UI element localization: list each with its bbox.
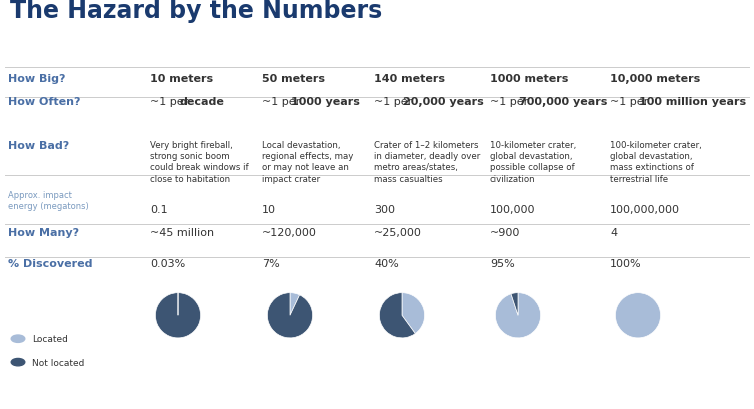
Text: Local devastation,
regional effects, may
or may not leave an
impact crater: Local devastation, regional effects, may… [262, 140, 354, 184]
Text: 10,000 meters: 10,000 meters [610, 74, 700, 84]
Wedge shape [615, 293, 661, 338]
Text: 0.03%: 0.03% [150, 259, 185, 269]
Text: How Often?: How Often? [8, 97, 81, 107]
Text: 100%: 100% [610, 259, 642, 269]
Text: ~1 per: ~1 per [262, 97, 304, 107]
Text: ~1 per: ~1 per [610, 97, 651, 107]
Text: Located: Located [32, 335, 68, 344]
Text: 10-kilometer crater,
global devastation,
possible collapse of
civilization: 10-kilometer crater, global devastation,… [490, 140, 576, 184]
Text: 1000 years: 1000 years [291, 97, 360, 107]
Wedge shape [511, 293, 518, 315]
Text: 0.1: 0.1 [150, 204, 167, 214]
Text: How Big?: How Big? [8, 74, 66, 84]
Text: 50 meters: 50 meters [262, 74, 325, 84]
Text: Approx. impact
energy (megatons): Approx. impact energy (megatons) [8, 191, 89, 211]
Text: 100-kilometer crater,
global devastation,
mass extinctions of
terrestrial life: 100-kilometer crater, global devastation… [610, 140, 702, 184]
Text: ~1 per: ~1 per [150, 97, 192, 107]
Text: 700,000 years: 700,000 years [519, 97, 608, 107]
Text: % Discovered: % Discovered [8, 259, 93, 269]
Text: ~1 per: ~1 per [490, 97, 532, 107]
Text: 10 meters: 10 meters [150, 74, 213, 84]
Text: Not located: Not located [32, 358, 84, 367]
Text: 140 meters: 140 meters [374, 74, 445, 84]
Text: 100,000: 100,000 [490, 204, 535, 214]
Text: 20,000 years: 20,000 years [403, 97, 484, 107]
Text: How Many?: How Many? [8, 228, 79, 238]
Text: ~25,000: ~25,000 [374, 228, 422, 238]
Text: 95%: 95% [490, 259, 515, 269]
Text: 40%: 40% [374, 259, 399, 269]
Text: ~900: ~900 [490, 228, 520, 238]
Wedge shape [402, 293, 425, 334]
Text: 1000 meters: 1000 meters [490, 74, 569, 84]
Text: 7%: 7% [262, 259, 280, 269]
Wedge shape [379, 293, 415, 338]
Text: 300: 300 [374, 204, 395, 214]
Text: ~120,000: ~120,000 [262, 228, 317, 238]
Text: How Bad?: How Bad? [8, 140, 69, 150]
Text: Very bright fireball,
strong sonic boom
could break windows if
close to habitati: Very bright fireball, strong sonic boom … [150, 140, 249, 184]
Text: The Hazard by the Numbers: The Hazard by the Numbers [10, 0, 382, 23]
Text: 100 million years: 100 million years [639, 97, 746, 107]
Text: ~45 million: ~45 million [150, 228, 214, 238]
Wedge shape [495, 293, 541, 338]
Text: ~1 per: ~1 per [374, 97, 415, 107]
Text: 100,000,000: 100,000,000 [610, 204, 680, 214]
Wedge shape [290, 293, 299, 315]
Text: 10: 10 [262, 204, 276, 214]
Wedge shape [155, 293, 201, 338]
Text: 4: 4 [610, 228, 617, 238]
Wedge shape [268, 293, 313, 338]
Text: Crater of 1–2 kilometers
in diameter, deadly over
metro areas/states,
mass casua: Crater of 1–2 kilometers in diameter, de… [374, 140, 480, 184]
Text: decade: decade [179, 97, 224, 107]
